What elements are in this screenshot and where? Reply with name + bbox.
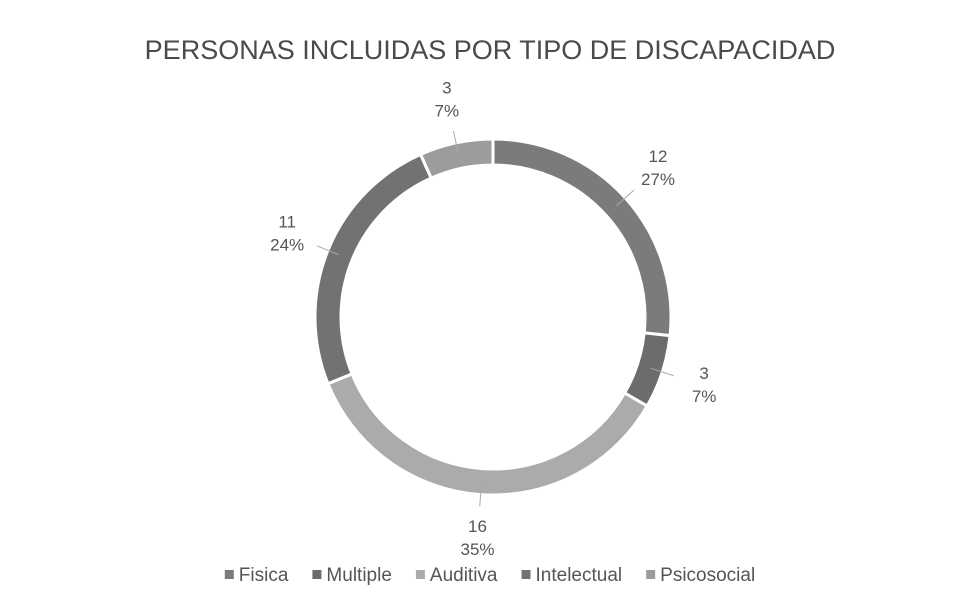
data-label: 35%: [460, 540, 494, 559]
chart-title: PERSONAS INCLUIDAS POR TIPO DE DISCAPACI…: [145, 35, 836, 65]
legend-swatch: [224, 570, 234, 579]
data-label: 11: [278, 212, 296, 231]
legend-label: Psicosocial: [660, 565, 755, 586]
data-label: 27%: [641, 170, 675, 189]
legend-label: Auditiva: [430, 565, 498, 586]
data-label: 12: [649, 147, 668, 166]
data-label: 3: [442, 78, 451, 97]
data-label: 16: [468, 517, 487, 536]
legend-swatch: [312, 570, 322, 579]
leader-line: [650, 367, 674, 377]
data-label: 3: [699, 364, 708, 383]
legend-label: Intelectual: [536, 565, 623, 586]
leader-line: [479, 482, 482, 507]
donut-slice: [418, 137, 495, 181]
leader-line: [453, 131, 459, 155]
legend-label: Multiple: [326, 565, 391, 586]
legend-swatch: [521, 570, 531, 579]
data-label: 7%: [435, 101, 460, 120]
legend-swatch: [415, 570, 425, 579]
leader-line: [316, 245, 340, 256]
data-label: 7%: [692, 387, 717, 406]
legend-label: Fisica: [239, 565, 289, 586]
data-label: 24%: [270, 235, 304, 254]
leader-line: [616, 189, 635, 207]
legend-swatch: [646, 570, 656, 579]
